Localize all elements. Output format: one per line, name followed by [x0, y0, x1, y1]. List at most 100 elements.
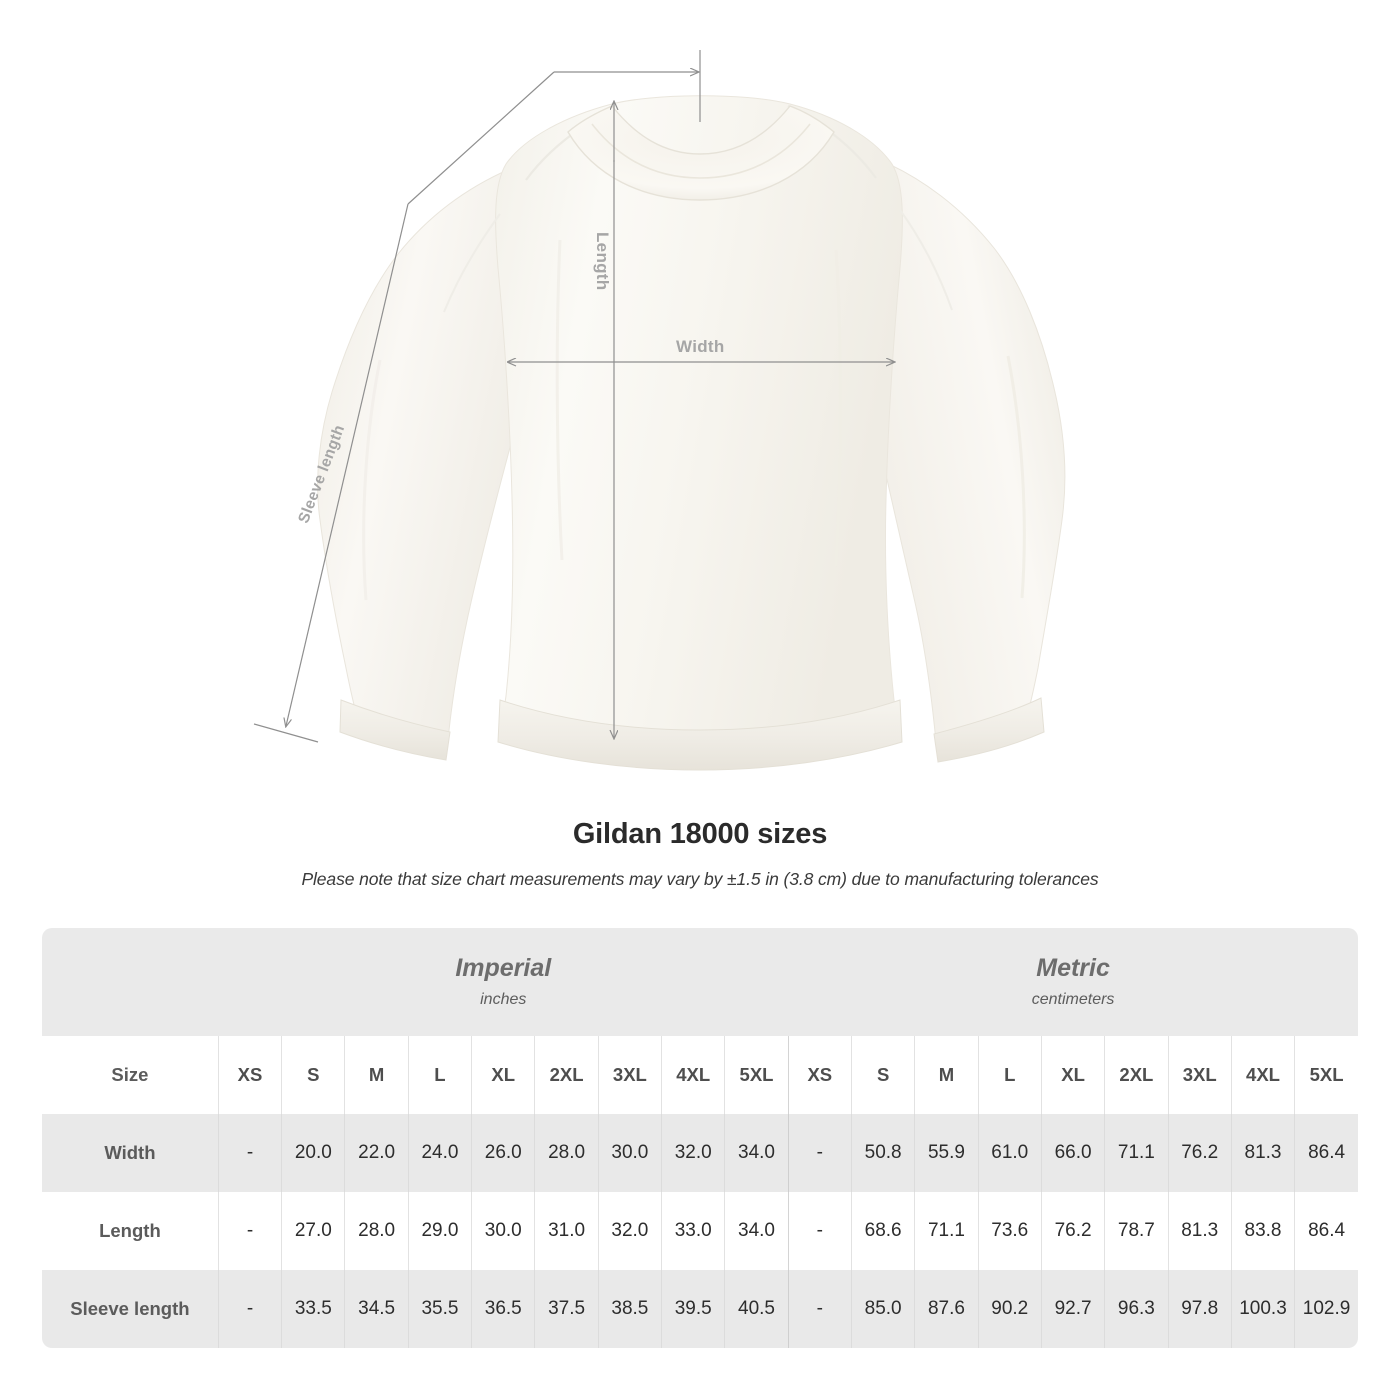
cell-imperial-5: 28.0	[534, 1114, 599, 1192]
cell-imperial-8: 34.0	[724, 1192, 789, 1270]
size-header-imperial-l: L	[407, 1036, 472, 1114]
cell-imperial-4: 26.0	[471, 1114, 535, 1192]
cell-imperial-0: -	[217, 1192, 282, 1270]
cell-metric-2: 55.9	[914, 1114, 979, 1192]
cell-imperial-5: 31.0	[534, 1192, 599, 1270]
row-label-width: Width	[42, 1114, 219, 1192]
size-header-imperial-xs: XS	[217, 1036, 282, 1114]
width-measure-label: Width	[676, 337, 725, 356]
cell-metric-3: 61.0	[977, 1114, 1042, 1192]
units-banner-row: Imperial inches Metric centimeters	[42, 928, 1358, 1036]
title-block: Gildan 18000 sizes Please note that size…	[0, 818, 1400, 890]
size-header-imperial-2xl: 2XL	[534, 1036, 599, 1114]
cell-imperial-3: 35.5	[407, 1270, 472, 1348]
cell-metric-4: 92.7	[1040, 1270, 1105, 1348]
size-header-imperial-5xl: 5XL	[724, 1036, 789, 1114]
length-measure-label: Length	[593, 232, 612, 291]
size-header-imperial-4xl: 4XL	[661, 1036, 725, 1114]
fabric-fold	[834, 249, 842, 567]
cell-imperial-2: 28.0	[344, 1192, 409, 1270]
sleeve-length-guide	[253, 50, 701, 743]
garment-diagram: Length Width Sleeve length	[253, 50, 1066, 771]
table-row: Width -20.0 22.0 24.0 26.0 28.0 30.0 32.0 34.0-5…	[42, 1114, 1358, 1192]
cell-metric-3: 73.6	[977, 1192, 1042, 1270]
cell-imperial-6: 38.5	[597, 1270, 662, 1348]
cell-imperial-3: 24.0	[407, 1114, 472, 1192]
size-header-metric-xs: XS	[787, 1036, 852, 1114]
cell-imperial-8: 40.5	[724, 1270, 789, 1348]
cell-imperial-6: 30.0	[597, 1114, 662, 1192]
cell-imperial-7: 39.5	[661, 1270, 725, 1348]
cell-imperial-1: 27.0	[281, 1192, 345, 1270]
fabric-fold	[1006, 355, 1026, 599]
cell-metric-7: 81.3	[1230, 1114, 1295, 1192]
size-header-imperial-3xl: 3XL	[597, 1036, 662, 1114]
right-cuff	[933, 697, 1045, 763]
cell-imperial-0: -	[217, 1270, 282, 1348]
cell-metric-5: 78.7	[1104, 1192, 1169, 1270]
cell-metric-3: 90.2	[977, 1270, 1042, 1348]
cell-metric-2: 71.1	[914, 1192, 979, 1270]
cell-metric-6: 97.8	[1167, 1270, 1232, 1348]
size-header-metric-5xl: 5XL	[1294, 1036, 1358, 1114]
cell-imperial-7: 33.0	[661, 1192, 725, 1270]
cell-metric-5: 96.3	[1104, 1270, 1169, 1348]
cell-imperial-3: 29.0	[407, 1192, 472, 1270]
cell-metric-6: 81.3	[1167, 1192, 1232, 1270]
size-header-metric-2xl: 2XL	[1104, 1036, 1169, 1114]
table-row: Length -27.0 28.0 29.0 30.0 31.0 32.0 33.0 34.0-…	[42, 1192, 1358, 1270]
cell-imperial-5: 37.5	[534, 1270, 599, 1348]
cell-metric-8: 86.4	[1294, 1192, 1358, 1270]
cell-imperial-8: 34.0	[724, 1114, 789, 1192]
cell-metric-7: 100.3	[1230, 1270, 1295, 1348]
tolerance-note: Please note that size chart measurements…	[301, 869, 1099, 889]
cell-metric-0: -	[787, 1270, 852, 1348]
size-header-metric-4xl: 4XL	[1230, 1036, 1295, 1114]
cell-imperial-6: 32.0	[597, 1192, 662, 1270]
cell-metric-4: 76.2	[1040, 1192, 1105, 1270]
size-column-header: Size	[42, 1036, 219, 1114]
neck-collar	[567, 105, 835, 201]
page-title: Gildan 18000 sizes	[572, 818, 828, 850]
cell-imperial-0: -	[217, 1114, 282, 1192]
size-chart-table: Imperial inches Metric centimeters Size …	[42, 928, 1358, 1348]
row-label-sleeve-length: Sleeve length	[42, 1270, 219, 1348]
cell-imperial-7: 32.0	[661, 1114, 725, 1192]
cell-metric-0: -	[787, 1114, 852, 1192]
cell-metric-1: 50.8	[850, 1114, 915, 1192]
left-cuff	[339, 699, 451, 761]
cell-metric-8: 102.9	[1294, 1270, 1358, 1348]
cell-imperial-4: 30.0	[471, 1192, 535, 1270]
cell-metric-6: 76.2	[1167, 1114, 1232, 1192]
size-chart-table-wrapper: Imperial inches Metric centimeters Size …	[42, 928, 1358, 1348]
cell-metric-8: 86.4	[1294, 1114, 1358, 1192]
left-sleeve	[317, 167, 513, 741]
table-row: Sleeve length -33.5 34.5 35.5 36.5 37.5 38.5 39…	[42, 1270, 1358, 1348]
imperial-title: Imperial	[455, 954, 552, 983]
collar-inner-seam	[591, 123, 811, 179]
right-sleeve	[877, 159, 1066, 743]
metric-units-header: Metric centimeters	[788, 928, 1358, 1036]
size-header-imperial-m: M	[344, 1036, 409, 1114]
cell-metric-1: 68.6	[850, 1192, 915, 1270]
cell-imperial-2: 22.0	[344, 1114, 409, 1192]
size-header-imperial-s: S	[281, 1036, 345, 1114]
left-armhole-seam	[443, 213, 501, 313]
size-header-metric-l: L	[977, 1036, 1042, 1114]
metric-title: Metric	[1036, 954, 1110, 983]
size-header-metric-xl: XL	[1040, 1036, 1105, 1114]
row-label-length: Length	[42, 1192, 219, 1270]
cell-metric-1: 85.0	[850, 1270, 915, 1348]
right-armhole-seam	[899, 209, 953, 311]
units-spacer-left	[42, 928, 219, 1036]
cell-imperial-1: 20.0	[281, 1114, 345, 1192]
fabric-fold	[362, 359, 382, 601]
cell-imperial-1: 33.5	[281, 1270, 345, 1348]
size-header-imperial-xl: XL	[471, 1036, 535, 1114]
size-header-metric-3xl: 3XL	[1167, 1036, 1232, 1114]
size-header-metric-s: S	[850, 1036, 915, 1114]
cell-metric-5: 71.1	[1104, 1114, 1169, 1192]
fabric-fold	[555, 239, 564, 561]
cell-imperial-4: 36.5	[471, 1270, 535, 1348]
cell-metric-7: 83.8	[1230, 1192, 1295, 1270]
